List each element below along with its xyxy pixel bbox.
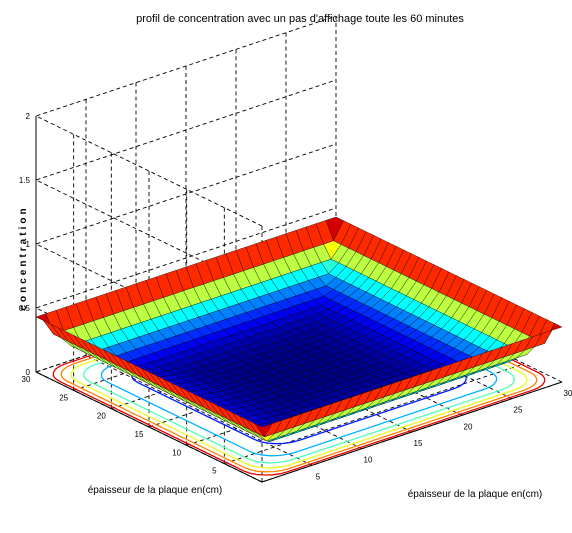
y-axis-label: épaisseur de la plaque en(cm) bbox=[408, 489, 543, 500]
contour-line bbox=[52, 278, 546, 476]
z-tick-label: 2 bbox=[26, 112, 31, 121]
x-tick-label: 25 bbox=[514, 406, 523, 415]
x-tick-label: 30 bbox=[564, 389, 572, 398]
y-tick-label: 20 bbox=[97, 412, 106, 421]
grid-line-floor bbox=[186, 344, 487, 446]
x-tick-label: 5 bbox=[316, 472, 321, 481]
grid-line-floor bbox=[224, 363, 525, 465]
y-tick-label: 30 bbox=[22, 375, 31, 384]
chart-title: profil de concentration avec un pas d'af… bbox=[136, 13, 464, 25]
z-tick-label: 1.5 bbox=[19, 176, 31, 185]
z-tick-label: 1 bbox=[26, 240, 31, 249]
surface-mesh bbox=[35, 216, 563, 442]
y-tick-label: 5 bbox=[212, 467, 217, 476]
surface-patch bbox=[254, 423, 273, 438]
grid-line-floor bbox=[73, 289, 374, 391]
grid-line-z bbox=[34, 15, 337, 227]
z-axis-label: concentration bbox=[18, 205, 29, 310]
contour-line bbox=[60, 281, 538, 473]
x-axis-label: épaisseur de la plaque en(cm) bbox=[88, 485, 223, 496]
y-tick-label: 25 bbox=[59, 393, 68, 402]
y-axis-line bbox=[35, 371, 263, 483]
z-tick-label: 0.5 bbox=[19, 304, 31, 313]
grid-line-floor bbox=[111, 308, 412, 410]
grid-line-floor bbox=[148, 326, 450, 428]
x-tick-label: 20 bbox=[464, 422, 473, 431]
x-tick-label: 10 bbox=[364, 456, 373, 465]
contour-line bbox=[83, 290, 515, 464]
y-tick-label: 15 bbox=[135, 430, 144, 439]
y-tick-label: 10 bbox=[172, 448, 181, 457]
grid-line-floor bbox=[35, 271, 337, 373]
contour-line bbox=[70, 285, 528, 469]
z-tick-label: 0 bbox=[26, 368, 31, 377]
x-axis-line bbox=[261, 381, 563, 483]
x-tick-label: 15 bbox=[414, 439, 423, 448]
